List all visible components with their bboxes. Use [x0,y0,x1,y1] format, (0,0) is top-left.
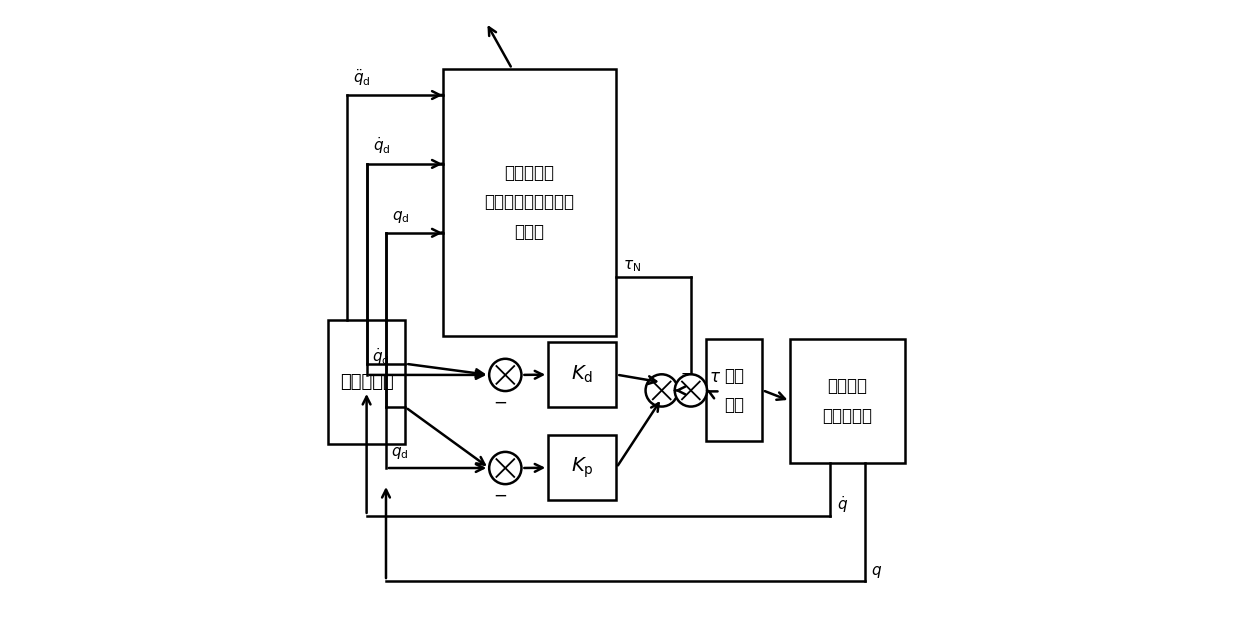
Circle shape [675,374,707,407]
Text: 高速并联
机器人虚机: 高速并联 机器人虚机 [823,378,872,425]
Text: 运动规划器: 运动规划器 [339,373,394,391]
Bar [706,339,762,442]
Text: $\ddot{q}_{\rm d}$: $\ddot{q}_{\rm d}$ [353,67,372,88]
Text: $q$: $q$ [871,564,882,580]
Circle shape [489,359,522,391]
Text: $\tau_{\rm f}$: $\tau_{\rm f}$ [680,371,695,387]
Text: $\dot{q}_{\rm d}$: $\dot{q}_{\rm d}$ [373,136,390,157]
Bar [442,69,616,336]
Circle shape [646,374,678,407]
Text: $-$: $-$ [493,486,508,504]
Bar [790,339,904,463]
Text: $K_{\mathrm{d}}$: $K_{\mathrm{d}}$ [571,364,593,385]
Text: $-$: $-$ [493,392,508,411]
Text: $\tau_{\rm N}$: $\tau_{\rm N}$ [623,259,641,274]
Text: $q_{\rm d}$: $q_{\rm d}$ [393,210,410,225]
Text: $\tau$: $\tau$ [709,368,721,386]
Bar [548,435,616,500]
Text: 神经网络式
机器人逆动力学模型
逼近器: 神经网络式 机器人逆动力学模型 逼近器 [484,164,575,241]
Text: 驱动
接口: 驱动 接口 [725,366,745,414]
Text: $q_{\rm d}$: $q_{\rm d}$ [392,445,409,460]
Text: $\dot{q}$: $\dot{q}$ [836,494,847,514]
Bar [328,320,405,445]
Bar [548,342,616,407]
Circle shape [489,452,522,484]
Text: $K_{\mathrm{p}}$: $K_{\mathrm{p}}$ [571,455,593,480]
Text: $\dot{q}_{\rm d}$: $\dot{q}_{\rm d}$ [372,346,389,368]
